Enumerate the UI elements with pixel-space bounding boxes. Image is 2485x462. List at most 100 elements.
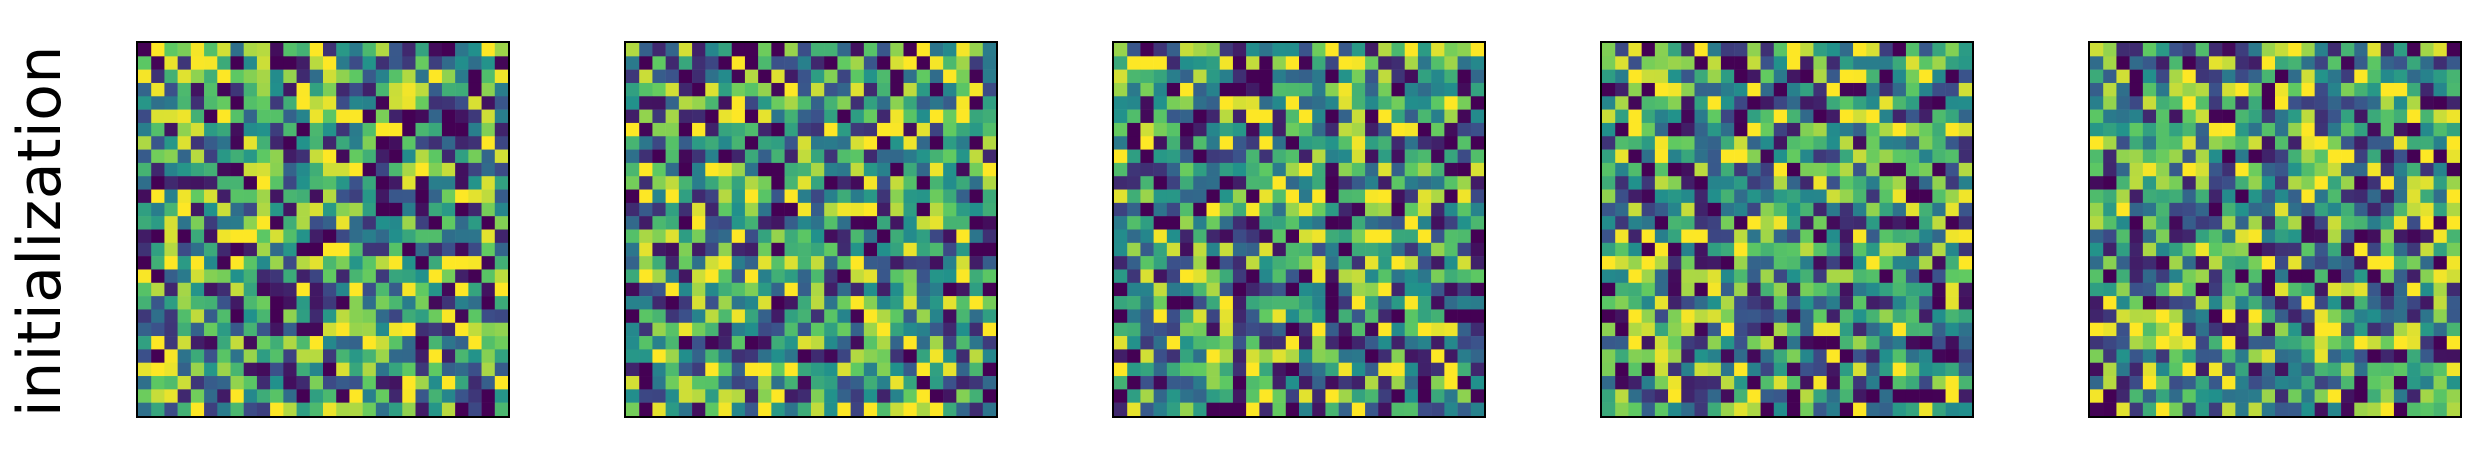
- heatmap-3-cell: [1365, 282, 1379, 297]
- heatmap-1-cell: [138, 349, 152, 363]
- heatmap-2-cell: [639, 109, 653, 124]
- heatmap-5-cell: [2341, 296, 2355, 310]
- heatmap-2-cell: [943, 376, 957, 390]
- heatmap-1-cell: [151, 362, 165, 377]
- heatmap-5-cell: [2341, 109, 2355, 124]
- heatmap-5-cell: [2235, 43, 2249, 57]
- heatmap-3-cell: [1206, 362, 1220, 377]
- heatmap-4-cell: [1628, 349, 1642, 363]
- heatmap-1-cell: [138, 256, 152, 270]
- heatmap-2-cell: [956, 256, 970, 270]
- heatmap-2-cell: [890, 176, 904, 190]
- heatmap-2-cell: [877, 122, 891, 137]
- heatmap-4-cell: [1668, 336, 1682, 350]
- heatmap-1-cell: [402, 376, 416, 390]
- heatmap-2-cell: [982, 109, 996, 124]
- heatmap-5-cell: [2288, 109, 2302, 124]
- heatmap-4-cell: [1945, 109, 1960, 124]
- heatmap-3-cell: [1312, 256, 1326, 270]
- heatmap-4-cell: [1654, 82, 1669, 97]
- heatmap-5-cell: [2341, 362, 2355, 377]
- heatmap-4-cell: [1932, 362, 1946, 377]
- heatmap-3-cell: [1404, 336, 1419, 350]
- heatmap-2-cell: [824, 162, 838, 177]
- heatmap-5-cell: [2301, 82, 2315, 97]
- heatmap-4-cell: [1945, 176, 1960, 190]
- heatmap-3-cell: [1338, 162, 1353, 177]
- heatmap-4-cell: [1892, 162, 1907, 177]
- heatmap-3-cell: [1193, 322, 1207, 337]
- heatmap-5-cell: [2393, 109, 2408, 124]
- heatmap-5-cell: [2090, 149, 2104, 164]
- heatmap-5-cell: [2222, 162, 2236, 177]
- heatmap-5-cell: [2116, 296, 2130, 310]
- heatmap-1-cell: [296, 96, 311, 110]
- heatmap-3-cell: [1259, 176, 1273, 190]
- heatmap-5-cell: [2195, 82, 2210, 97]
- heatmap-2-cell: [626, 43, 640, 57]
- heatmap-2-cell: [890, 122, 904, 137]
- heatmap-5-cell: [2248, 189, 2263, 204]
- heatmap-3-cell: [1206, 282, 1220, 297]
- heatmap-3-cell: [1114, 202, 1128, 217]
- heatmap-4-cell: [1866, 136, 1880, 150]
- heatmap-5-cell: [2156, 176, 2170, 190]
- row-label: initialization: [5, 45, 75, 417]
- heatmap-2-cell: [705, 216, 719, 230]
- heatmap-5-cell: [2248, 229, 2263, 244]
- heatmap-1-cell: [190, 96, 205, 110]
- heatmap-5-cell: [2380, 269, 2395, 284]
- heatmap-5-cell: [2195, 349, 2210, 363]
- heatmap-5-cell: [2208, 82, 2223, 97]
- heatmap-5-cell: [2248, 296, 2263, 310]
- heatmap-2-cell: [705, 322, 719, 337]
- heatmap-2-cell: [784, 242, 799, 257]
- heatmap-4-cell: [1628, 216, 1642, 230]
- heatmap-4-cell: [1879, 256, 1893, 270]
- heatmap-4-cell: [1747, 309, 1761, 324]
- heatmap-1-cell: [389, 122, 403, 137]
- heatmap-5-cell: [2222, 256, 2236, 270]
- heatmap-3-cell: [1180, 362, 1194, 377]
- heatmap-3-cell: [1431, 389, 1445, 403]
- heatmap-5-cell: [2116, 229, 2130, 244]
- heatmap-2-cell: [811, 96, 825, 110]
- heatmap-5-cell: [2248, 176, 2263, 190]
- heatmap-1-cell: [323, 136, 337, 150]
- heatmap-3-cell: [1325, 43, 1339, 57]
- heatmap-1-cell: [323, 202, 337, 217]
- heatmap-1-cell: [296, 309, 311, 324]
- heatmap-1-cell: [217, 56, 231, 70]
- heatmap-5-cell: [2261, 136, 2276, 150]
- heatmap-5-cell: [2433, 242, 2448, 257]
- heatmap-2-cell: [771, 216, 785, 230]
- heatmap-4-cell: [1892, 282, 1907, 297]
- heatmap-1-cell: [494, 269, 508, 284]
- heatmap-3-cell: [1272, 296, 1287, 310]
- heatmap-5-cell: [2380, 43, 2395, 57]
- heatmap-5-cell: [2182, 122, 2196, 137]
- heatmap-5-cell: [2090, 389, 2104, 403]
- heatmap-3-cell: [1431, 242, 1445, 257]
- heatmap-2-cell: [969, 336, 984, 350]
- heatmap-1-cell: [204, 136, 218, 150]
- heatmap-2-cell: [903, 242, 917, 257]
- heatmap-1-cell: [494, 69, 508, 84]
- heatmap-4-cell: [1694, 136, 1708, 150]
- heatmap-2-cell: [863, 309, 878, 324]
- heatmap-5-cell: [2116, 82, 2130, 97]
- heatmap-5-cell: [2156, 189, 2170, 204]
- heatmap-4-cell: [1707, 309, 1722, 324]
- heatmap-3-cell: [1470, 189, 1484, 204]
- heatmap-2-cell: [916, 256, 931, 270]
- heatmap-1-cell: [230, 162, 244, 177]
- heatmap-2-cell: [758, 376, 772, 390]
- heatmap-1-cell: [309, 43, 324, 57]
- heatmap-2-cell: [705, 202, 719, 217]
- heatmap-4-cell: [1641, 269, 1656, 284]
- heatmap-5-cell: [2393, 256, 2408, 270]
- heatmap-1-cell: [455, 162, 469, 177]
- heatmap-1-cell: [402, 189, 416, 204]
- heatmap-1-cell: [151, 376, 165, 390]
- heatmap-3-cell: [1378, 269, 1392, 284]
